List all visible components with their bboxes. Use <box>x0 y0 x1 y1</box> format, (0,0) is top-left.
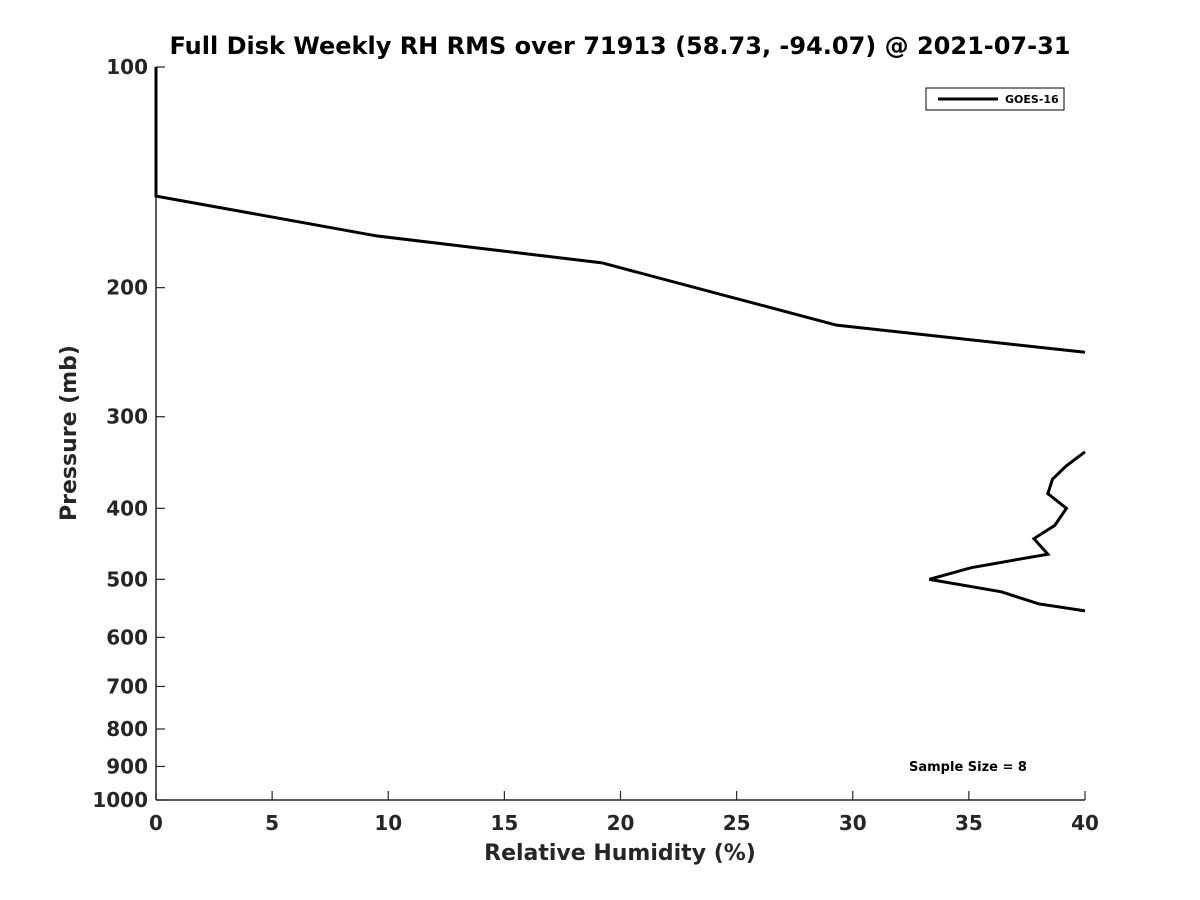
y-tick-label: 900 <box>106 754 148 778</box>
sample-size-annotation: Sample Size = 8 <box>909 760 1027 775</box>
y-tick-label: 800 <box>106 717 148 741</box>
series-line-goes-16-segment-1 <box>154 67 1086 354</box>
legend: GOES-16 <box>925 87 1065 111</box>
y-axis-label: Pressure (mb) <box>57 345 82 521</box>
axes <box>155 67 1085 801</box>
y-tick-label: 700 <box>106 674 148 698</box>
legend-label-goes-16: GOES-16 <box>1005 93 1059 106</box>
y-tick-label: 400 <box>106 496 148 520</box>
y-tick-label: 100 <box>106 55 148 79</box>
x-tick-label: 35 <box>955 811 983 835</box>
y-tick-label: 1000 <box>92 788 148 812</box>
x-tick-label: 5 <box>265 811 279 835</box>
x-tick-label: 10 <box>374 811 402 835</box>
x-tick-label: 25 <box>723 811 751 835</box>
series <box>154 67 1086 613</box>
y-tick-label: 300 <box>106 405 148 429</box>
y-tick-label: 500 <box>106 567 148 591</box>
chart-title: Full Disk Weekly RH RMS over 71913 (58.7… <box>169 32 1070 60</box>
series-line-goes-16-segment-2 <box>928 450 1086 613</box>
x-tick-label: 0 <box>149 811 163 835</box>
x-tick-label: 30 <box>839 811 867 835</box>
x-tick-label: 40 <box>1071 811 1099 835</box>
y-tick-label: 600 <box>106 625 148 649</box>
x-axis-label: Relative Humidity (%) <box>484 841 756 866</box>
x-tick-label: 20 <box>607 811 635 835</box>
y-tick-label: 200 <box>106 276 148 300</box>
ticks: 0 5 10 15 20 25 30 35 40 100 200 300 400 500 600 700 800… <box>92 55 1099 835</box>
x-tick-label: 15 <box>490 811 518 835</box>
